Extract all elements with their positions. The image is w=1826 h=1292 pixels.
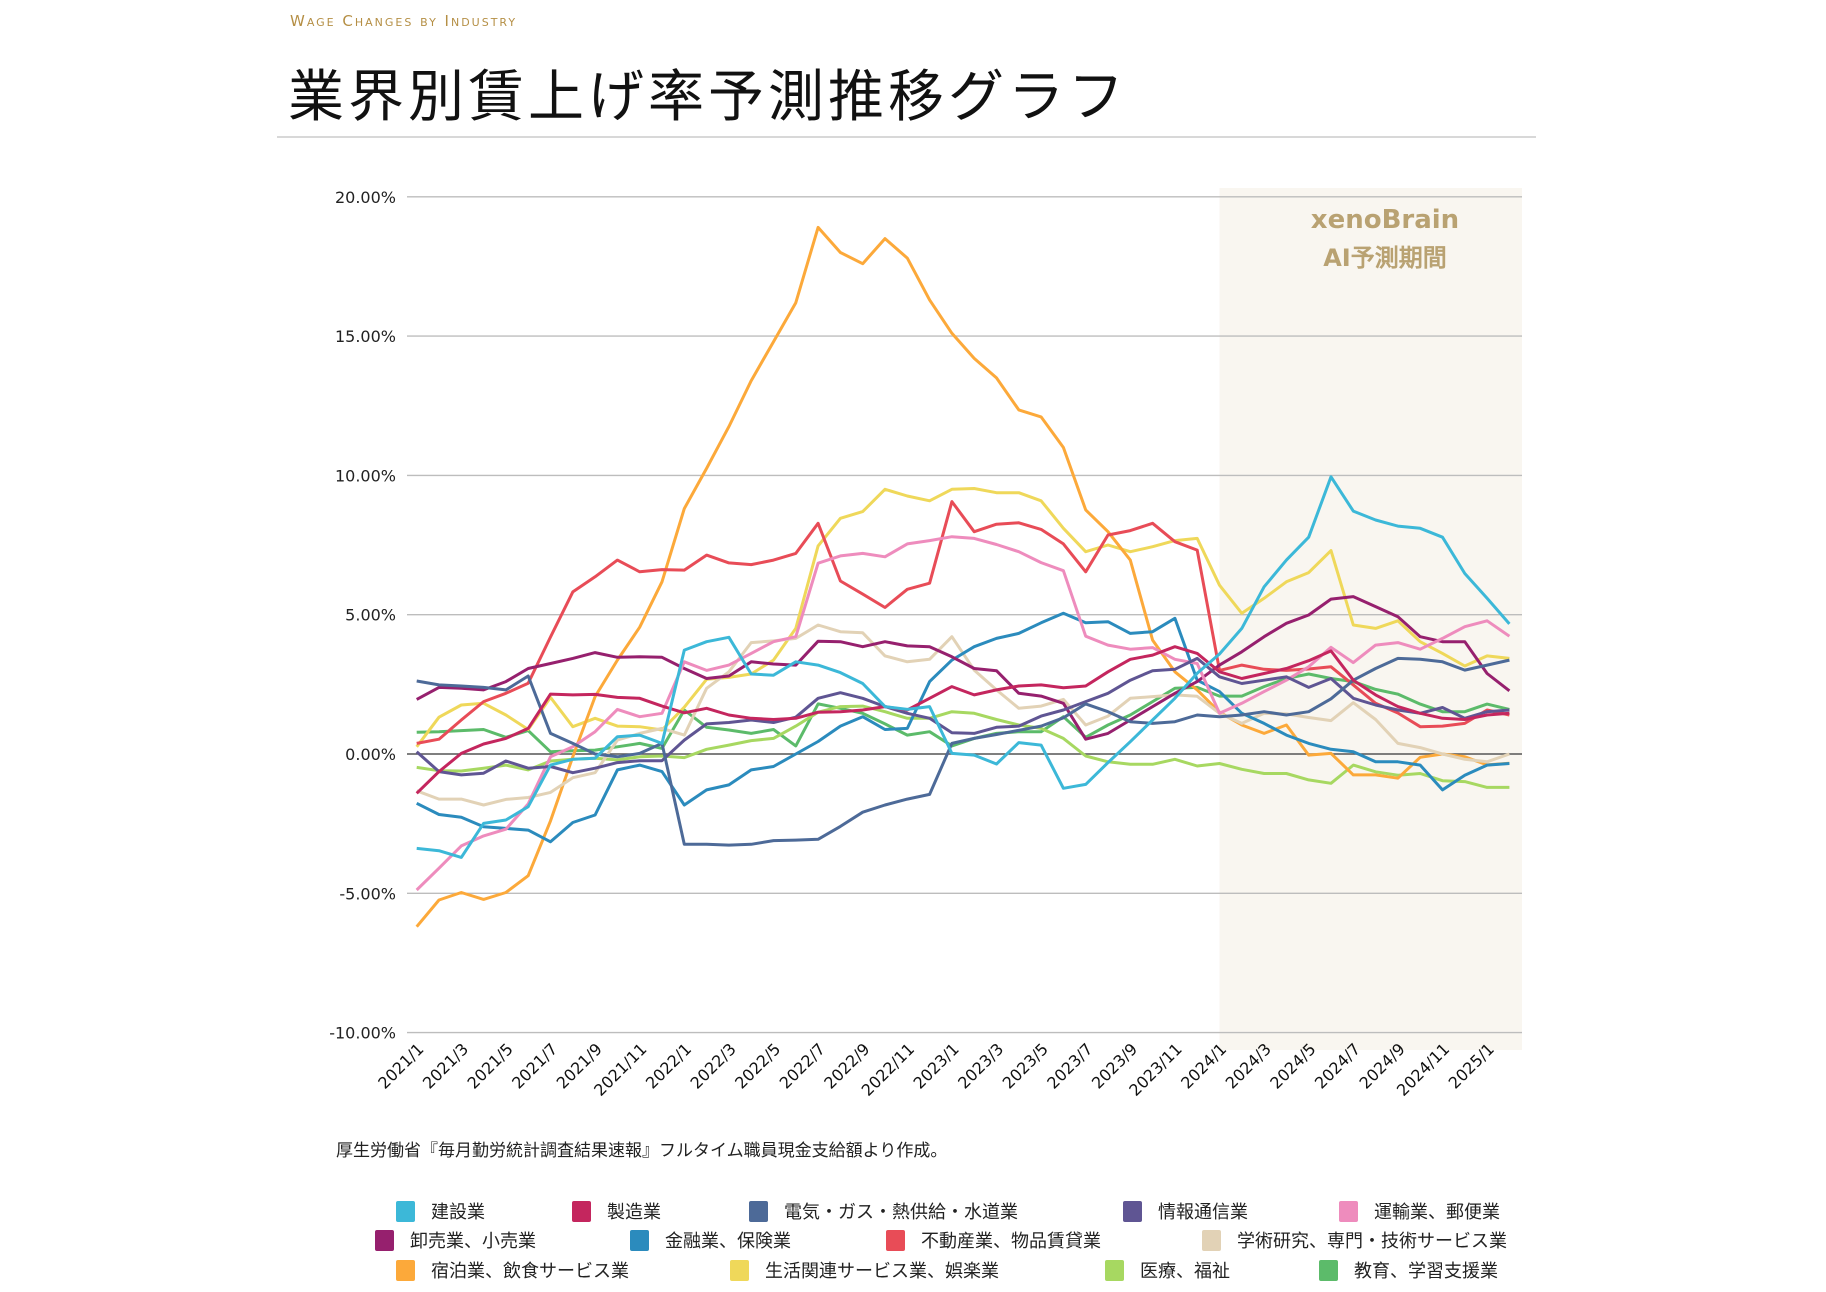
legend-swatch bbox=[1123, 1200, 1142, 1222]
x-tick-label: 2023/7 bbox=[1043, 1039, 1096, 1092]
legend-label: 宿泊業、飲食サービス業 bbox=[431, 1261, 629, 1282]
forecast-label-brand: xenoBrain bbox=[1311, 205, 1459, 235]
series-line bbox=[415, 595, 1511, 741]
legend-label: 製造業 bbox=[607, 1202, 661, 1223]
legend-label: 情報通信業 bbox=[1158, 1202, 1248, 1223]
series-line bbox=[415, 225, 1510, 928]
y-tick-label: 20.00% bbox=[335, 188, 396, 207]
legend-item: 医療、福祉 bbox=[1105, 1257, 1230, 1283]
title-divider bbox=[277, 136, 1536, 138]
series-line bbox=[415, 645, 1510, 795]
series-lines bbox=[415, 225, 1511, 928]
y-tick-label: 10.00% bbox=[335, 466, 396, 485]
chart-subtitle: Wage Changes by Industry bbox=[290, 12, 518, 30]
x-tick-label: 2022/7 bbox=[776, 1039, 829, 1092]
series-line bbox=[416, 475, 1511, 859]
legend-item: 製造業 bbox=[572, 1198, 661, 1224]
legend-swatch bbox=[396, 1259, 415, 1281]
legend-swatch bbox=[886, 1229, 905, 1251]
legend-item: 運輸業、郵便業 bbox=[1339, 1198, 1500, 1224]
x-tick-label: 2023/1 bbox=[909, 1039, 962, 1092]
legend-item: 卸売業、小売業 bbox=[375, 1227, 536, 1253]
legend-item: 建設業 bbox=[396, 1198, 485, 1224]
y-tick-label: -10.00% bbox=[329, 1024, 396, 1043]
legend-item: 宿泊業、飲食サービス業 bbox=[396, 1257, 629, 1283]
x-tick-label: 2021/5 bbox=[463, 1039, 516, 1092]
series-line bbox=[416, 500, 1510, 745]
legend-swatch bbox=[572, 1200, 591, 1222]
legend-item: 電気・ガス・熱供給・水道業 bbox=[749, 1198, 1018, 1224]
x-tick-label: 2022/3 bbox=[686, 1039, 739, 1092]
legend-swatch bbox=[396, 1200, 415, 1222]
legend-item: 金融業、保険業 bbox=[630, 1227, 791, 1253]
series-line bbox=[415, 656, 1510, 777]
series-line bbox=[416, 704, 1510, 789]
legend-swatch bbox=[1105, 1259, 1124, 1281]
legend-swatch bbox=[730, 1259, 749, 1281]
x-tick-label: 2023/3 bbox=[954, 1039, 1007, 1092]
legend-label: 金融業、保険業 bbox=[665, 1231, 791, 1252]
legend-label: 建設業 bbox=[431, 1202, 485, 1223]
gridlines bbox=[407, 196, 1522, 1034]
legend-swatch bbox=[1202, 1229, 1221, 1251]
y-axis-ticks: -10.00% -5.00% 0.00% 5.00% 10.00% 15.00% 20.00… bbox=[329, 188, 396, 1043]
legend-label: 卸売業、小売業 bbox=[410, 1231, 536, 1252]
forecast-label-period: AI予測期間 bbox=[1323, 244, 1447, 272]
x-tick-label: 2022/5 bbox=[731, 1039, 784, 1092]
legend-swatch bbox=[749, 1200, 768, 1222]
x-tick-label: 2022/1 bbox=[642, 1039, 695, 1092]
legend-item: 情報通信業 bbox=[1123, 1198, 1248, 1224]
legend-label: 医療、福祉 bbox=[1140, 1261, 1230, 1282]
legend-swatch bbox=[375, 1229, 394, 1251]
legend-label: 運輸業、郵便業 bbox=[1374, 1202, 1500, 1223]
legend-label: 教育、学習支援業 bbox=[1354, 1261, 1498, 1282]
legend-item: 学術研究、専門・技術サービス業 bbox=[1202, 1227, 1507, 1253]
legend-swatch bbox=[1319, 1259, 1338, 1281]
forecast-period-shading bbox=[1219, 188, 1522, 1050]
legend-label: 電気・ガス・熱供給・水道業 bbox=[784, 1202, 1018, 1223]
x-tick-label: 2021/7 bbox=[508, 1039, 561, 1092]
legend-item: 教育、学習支援業 bbox=[1319, 1257, 1498, 1283]
y-tick-label: -5.00% bbox=[339, 884, 396, 903]
legend-label: 不動産業、物品賃貸業 bbox=[921, 1231, 1101, 1252]
legend-label: 生活関連サービス業、娯楽業 bbox=[765, 1261, 999, 1282]
x-tick-label: 2024/1 bbox=[1177, 1039, 1230, 1092]
series-line bbox=[415, 535, 1511, 892]
x-tick-label: 2021/3 bbox=[419, 1039, 472, 1092]
legend-swatch bbox=[1339, 1200, 1358, 1222]
legend-item: 生活関連サービス業、娯楽業 bbox=[730, 1257, 999, 1283]
series-line bbox=[415, 487, 1510, 748]
legend-label: 学術研究、専門・技術サービス業 bbox=[1237, 1231, 1507, 1252]
series-line bbox=[416, 611, 1510, 844]
x-tick-label: 2021/1 bbox=[374, 1039, 427, 1092]
x-tick-label: 2023/5 bbox=[999, 1039, 1052, 1092]
legend-swatch bbox=[630, 1229, 649, 1251]
legend-item: 不動産業、物品賃貸業 bbox=[886, 1227, 1101, 1253]
page-title: 業界別賃上げ率予測推移グラフ bbox=[288, 65, 1128, 130]
y-tick-label: 15.00% bbox=[335, 327, 396, 346]
source-note: 厚生労働省『毎月勤労統計調査結果速報』フルタイム職員現金支給額より作成。 bbox=[336, 1141, 948, 1161]
y-tick-label: 5.00% bbox=[345, 606, 396, 625]
y-tick-label: 0.00% bbox=[345, 745, 396, 764]
